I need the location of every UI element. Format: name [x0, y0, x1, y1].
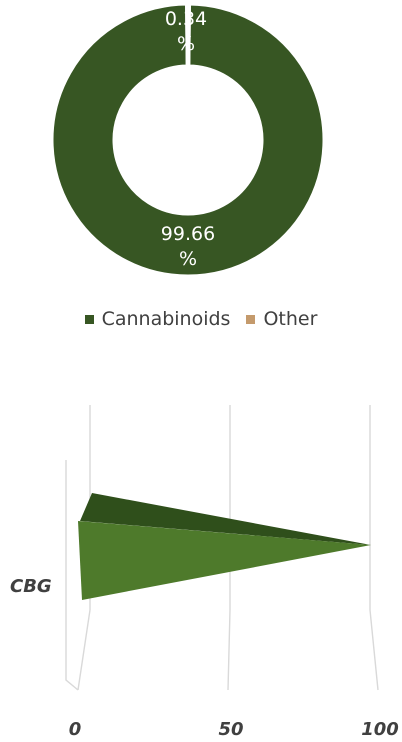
other-percent-label: % — [177, 33, 195, 55]
x-tick-label: 0 — [69, 719, 82, 740]
axis-wall-line — [65, 460, 79, 691]
gridline — [227, 405, 231, 691]
category-label-cbg: CBG — [10, 576, 52, 597]
legend-label-cannabinoids: Cannabinoids — [101, 308, 231, 330]
x-tick-label: 50 — [218, 719, 243, 740]
cannabinoids-value-label: 99.66 — [161, 223, 215, 245]
donut-slice-cannabinoids — [50, 2, 326, 278]
x-tick-label: 100 — [361, 719, 399, 740]
cone-bar-chart: CBG 0 50 100 — [10, 405, 399, 740]
legend-item-other: Other — [246, 308, 317, 330]
donut-chart: 99.66% 0.34% — [50, 2, 326, 278]
legend-swatch-cannabinoids — [84, 314, 94, 324]
gridline — [369, 405, 379, 691]
other-value-label: 0.34 — [165, 8, 207, 30]
cannabinoids-percent-label: % — [179, 248, 197, 270]
donut-legend: Cannabinoids Other — [0, 306, 402, 332]
legend-swatch-other — [246, 314, 256, 324]
gridline — [77, 405, 91, 691]
cone-bar-top-face — [80, 493, 372, 545]
donut-slice-other — [185, 2, 191, 68]
legend-label-other: Other — [263, 308, 318, 330]
cone-bar-cbg — [78, 521, 372, 600]
legend-item-cannabinoids: Cannabinoids — [84, 308, 231, 330]
